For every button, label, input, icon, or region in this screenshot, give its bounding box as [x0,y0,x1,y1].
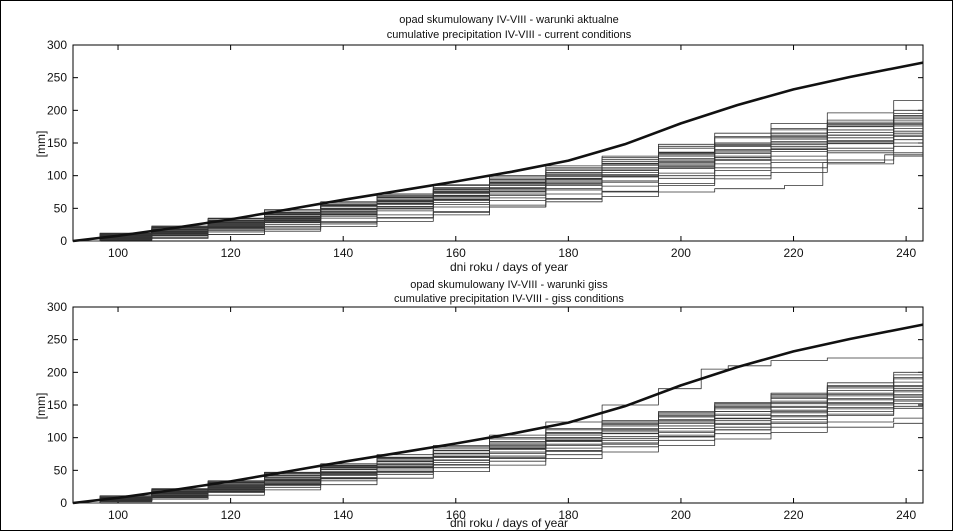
bottom-chart-subtitle: cumulative precipitation IV-VIII - giss … [394,293,624,305]
top-series-line-23 [73,115,923,242]
bottom-y-axis-label: [mm] [34,393,48,420]
top-y-axis-label: [mm] [34,131,48,158]
bottom-x-tick-label: 100 [108,508,128,522]
bottom-plot-area: 100 120 140 160 180 200 220 240 0 50 100 150 200 250 3… [47,300,924,522]
top-chart-title: opad skumulowany IV-VIII - warunki aktua… [399,14,619,26]
bottom-x-tick-label: 240 [896,508,916,522]
bottom-y-tick-label: 50 [54,463,68,477]
bottom-series-line-21 [73,395,923,504]
bottom-x-tick-label: 200 [671,508,691,522]
top-x-tick-label: 120 [221,246,241,260]
bottom-y-tick-label: 0 [60,496,67,510]
bottom-series-line-6 [73,399,923,504]
top-x-tick-label: 160 [446,246,466,260]
bottom-y-tick-label: 300 [47,300,67,314]
top-x-axis-label: dni roku / days of year [450,260,568,274]
top-y-tick-label: 150 [47,136,67,150]
bottom-y-tick-label: 250 [47,333,67,347]
bottom-y-tick-label: 100 [47,431,67,445]
bottom-series-line-17 [73,371,923,504]
top-x-tick-label: 200 [671,246,691,260]
bottom-x-tick-label: 140 [333,508,353,522]
bottom-chart-title: opad skumulowany IV-VIII - warunki giss [410,279,608,291]
top-x-tick-label: 240 [896,246,916,260]
bottom-y-tick-label: 150 [47,398,67,412]
bottom-axes-box [72,306,924,504]
top-series-line-9 [73,100,923,242]
top-y-tick-label: 300 [47,38,67,52]
top-x-tick-label: 100 [108,246,128,260]
bottom-series-line-5 [73,377,923,504]
top-y-tick-label: 200 [47,103,67,117]
top-series-line-4 [73,115,923,242]
bottom-x-tick-label: 220 [784,508,804,522]
top-series-line-22 [73,134,923,242]
bottom-x-tick-label: 160 [446,508,466,522]
top-chart-subtitle: cumulative precipitation IV-VIII - curre… [387,29,632,41]
bottom-series-line-1 [73,357,923,504]
bottom-series-bold-line [72,323,924,505]
bottom-x-tick-label: 180 [558,508,578,522]
bottom-x-axis-label: dni roku / days of year [450,516,568,530]
bottom-x-tick-label: 120 [221,508,241,522]
top-series-line-20 [73,154,923,242]
top-plot-area: 100 120 140 160 180 200 220 240 0 50 100 150 200 250 3… [47,38,924,260]
bottom-series-line-8 [73,378,923,504]
top-x-tick-label: 220 [784,246,804,260]
bottom-series-line-10 [73,374,923,504]
top-y-tick-label: 0 [60,234,67,248]
top-y-tick-label: 50 [54,201,68,215]
bottom-y-tick-label: 200 [47,365,67,379]
top-x-tick-label: 140 [333,246,353,260]
top-series-bold-line [72,61,924,243]
top-x-tick-label: 180 [558,246,578,260]
top-y-tick-label: 100 [47,169,67,183]
top-y-tick-label: 250 [47,71,67,85]
